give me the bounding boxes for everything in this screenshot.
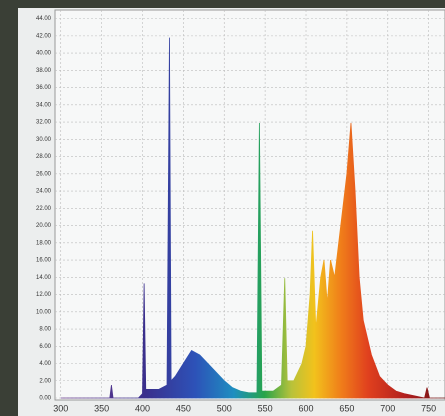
y-tick-label: 22.00 — [36, 206, 52, 212]
y-tick-label: 42.00 — [36, 33, 52, 39]
x-tick-label: 650 — [339, 403, 354, 413]
y-tick-label: 0.00 — [39, 396, 51, 402]
y-tick-label: 34.00 — [36, 102, 52, 108]
y-tick-label: 28.00 — [36, 154, 52, 160]
y-tick-label: 44.00 — [36, 16, 52, 22]
y-tick-label: 14.00 — [36, 275, 52, 281]
y-tick-label: 8.00 — [39, 327, 51, 333]
y-tick-label: 38.00 — [36, 68, 52, 74]
x-tick-label: 500 — [217, 403, 232, 413]
y-tick-label: 10.00 — [36, 309, 52, 315]
x-tick-label: 750 — [421, 403, 436, 413]
y-tick-label: 12.00 — [36, 292, 52, 298]
x-tick-label: 700 — [380, 403, 395, 413]
x-tick-label: 600 — [298, 403, 313, 413]
x-tick-label: 300 — [53, 403, 68, 413]
y-tick-label: 30.00 — [36, 137, 52, 143]
y-tick-label: 4.00 — [39, 361, 51, 367]
x-tick-label: 400 — [135, 403, 150, 413]
y-tick-label: 26.00 — [36, 171, 52, 177]
y-tick-label: 2.00 — [39, 378, 51, 384]
y-tick-label: 20.00 — [36, 223, 52, 229]
y-tick-label: 40.00 — [36, 51, 52, 57]
y-tick-label: 32.00 — [36, 120, 52, 126]
y-tick-label: 18.00 — [36, 240, 52, 246]
y-tick-label: 16.00 — [36, 258, 52, 264]
y-tick-label: 6.00 — [39, 344, 51, 350]
plot-area — [54, 9, 445, 401]
y-tick-label: 36.00 — [36, 85, 52, 91]
x-tick-label: 450 — [176, 403, 191, 413]
x-tick-label: 350 — [94, 403, 109, 413]
x-tick-label: 550 — [258, 403, 273, 413]
y-tick-label: 24.00 — [36, 189, 52, 195]
spectrum-area — [60, 37, 445, 399]
